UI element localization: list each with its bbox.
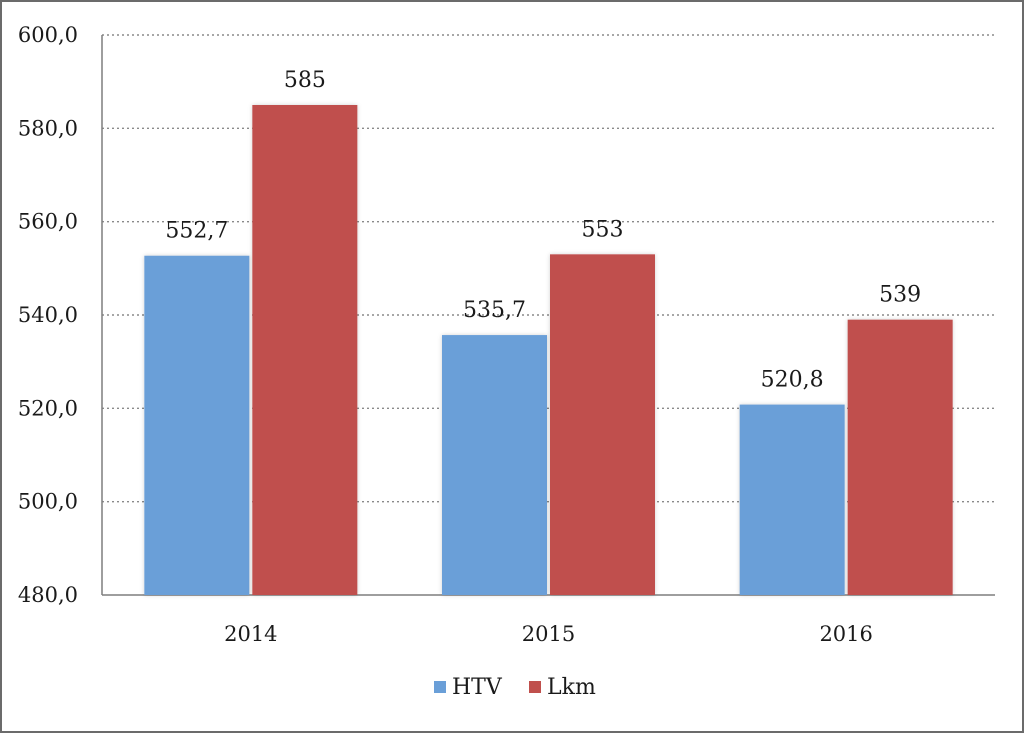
x-tick-label: 2014: [224, 622, 277, 646]
bar-htv-2015: [442, 335, 547, 595]
bar-lkm-2016: [847, 319, 953, 595]
legend-label: HTV: [452, 675, 503, 700]
x-tick-label: 2016: [819, 622, 872, 646]
data-label: 535,7: [463, 298, 526, 323]
bar-htv-2014: [144, 255, 250, 595]
bars: [144, 105, 953, 596]
x-tick-label: 2015: [522, 622, 575, 646]
bar-htv-2016: [739, 404, 845, 595]
data-label: 585: [284, 68, 326, 93]
legend-swatch-htv: [434, 681, 446, 693]
y-tick-label: 500,0: [18, 490, 78, 514]
y-tick-label: 560,0: [18, 210, 78, 234]
y-tick-label: 600,0: [18, 23, 78, 47]
data-label: 553: [582, 217, 624, 242]
data-label: 539: [879, 283, 921, 308]
y-tick-label: 520,0: [18, 396, 78, 420]
legend: HTV Lkm: [434, 675, 596, 700]
data-labels: 552,7 585 535,7 553 520,8 539: [165, 68, 921, 393]
axes: 480,0 500,0 520,0 540,0 560,0 580,0 600,0 2014 2…: [18, 23, 995, 646]
data-label: 520,8: [761, 368, 824, 393]
legend-label: Lkm: [547, 675, 596, 700]
data-label: 552,7: [165, 219, 228, 244]
y-tick-label: 580,0: [18, 116, 78, 140]
bar-lkm-2014: [252, 105, 358, 595]
y-tick-label: 540,0: [18, 303, 78, 327]
gridlines: [102, 34, 995, 503]
bar-lkm-2015: [550, 254, 655, 596]
legend-swatch-lkm: [529, 681, 541, 693]
y-tick-label: 480,0: [18, 583, 78, 607]
